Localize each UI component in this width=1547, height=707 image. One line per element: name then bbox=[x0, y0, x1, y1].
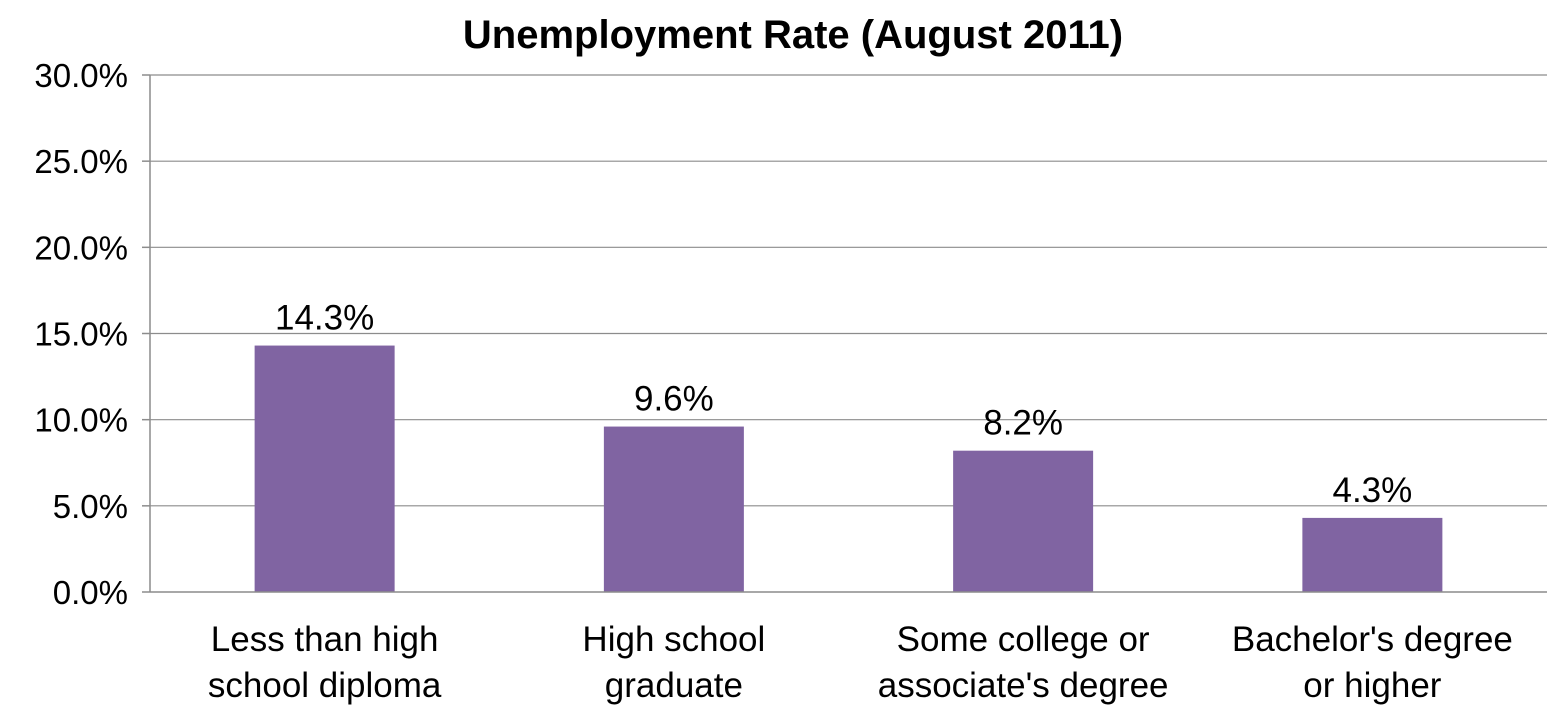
y-tick-label: 10.0% bbox=[34, 402, 128, 439]
x-category-label: or higher bbox=[1303, 666, 1441, 705]
y-tick-label: 15.0% bbox=[34, 316, 128, 353]
data-label: 8.2% bbox=[983, 404, 1063, 443]
y-tick-label: 20.0% bbox=[34, 229, 128, 266]
y-tick-label: 5.0% bbox=[53, 488, 128, 525]
x-category-label: associate's degree bbox=[878, 666, 1169, 705]
bar bbox=[254, 345, 395, 592]
y-tick-label: 0.0% bbox=[53, 574, 128, 611]
bars bbox=[254, 345, 1443, 592]
data-label: 14.3% bbox=[275, 299, 374, 338]
y-axis-tick-labels: 0.0% 5.0% 10.0% 15.0% 20.0% 25.0% 30.0% bbox=[34, 57, 128, 611]
bar bbox=[953, 450, 1094, 592]
x-category-label: Bachelor's degree bbox=[1232, 620, 1513, 659]
chart-title: Unemployment Rate (August 2011) bbox=[463, 13, 1123, 57]
bar bbox=[1302, 517, 1443, 592]
data-label: 4.3% bbox=[1332, 471, 1412, 510]
y-tick-label: 30.0% bbox=[34, 57, 128, 94]
x-category-label: graduate bbox=[605, 666, 743, 705]
x-axis-category-labels: Less than high school diploma High school g… bbox=[208, 620, 1513, 705]
bar bbox=[603, 426, 744, 592]
data-label: 9.6% bbox=[634, 380, 714, 419]
x-category-label: Some college or bbox=[897, 620, 1150, 659]
data-labels: 14.3% 9.6% 8.2% 4.3% bbox=[275, 299, 1412, 510]
x-category-label: High school bbox=[582, 620, 765, 659]
x-category-label: school diploma bbox=[208, 666, 442, 705]
x-category-label: Less than high bbox=[211, 620, 439, 659]
y-tick-label: 25.0% bbox=[34, 143, 128, 180]
